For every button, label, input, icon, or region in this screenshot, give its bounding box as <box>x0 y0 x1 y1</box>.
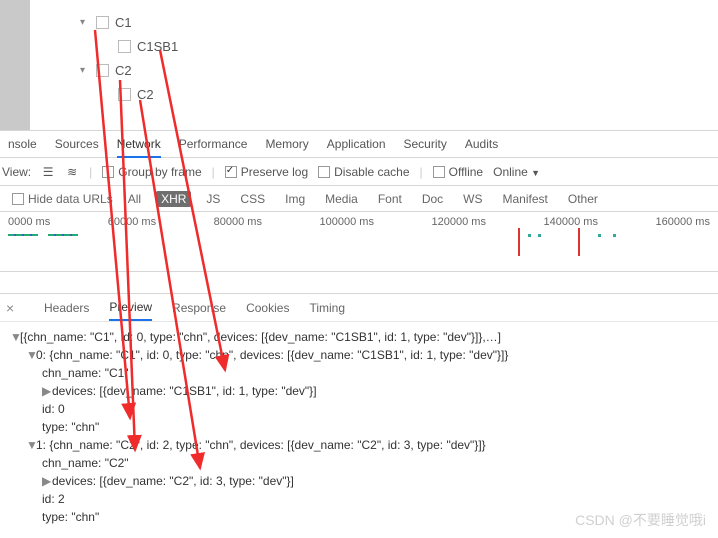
tab-memory[interactable]: Memory <box>265 131 308 157</box>
json-line: id: 0 <box>10 400 708 418</box>
filter-xhr[interactable]: XHR <box>156 191 191 207</box>
filter-css[interactable]: CSS <box>235 191 270 207</box>
json-line: chn_name: "C2" <box>10 454 708 472</box>
tick-label: 80000 ms <box>214 216 262 228</box>
json-line: type: "chn" <box>10 508 708 526</box>
json-line[interactable]: ▼0: {chn_name: "C1", id: 0, type: "chn",… <box>10 346 708 364</box>
timeline-marker <box>518 228 520 256</box>
tick-label: 120000 ms <box>432 216 486 228</box>
network-toolbar: View: ☰ ≋ | Group by frame | Preserve lo… <box>0 158 718 186</box>
checkbox[interactable] <box>118 88 131 101</box>
filter-ws[interactable]: WS <box>458 191 487 207</box>
tick-label: 60000 ms <box>108 216 156 228</box>
filter-bar: Hide data URLs All XHR JS CSS Img Media … <box>0 186 718 212</box>
tab-performance[interactable]: Performance <box>179 131 248 157</box>
timeline-dot <box>538 234 541 237</box>
preserve-log-toggle[interactable]: Preserve log <box>225 165 308 179</box>
timeline-ticks: 0000 ms 60000 ms 80000 ms 100000 ms 1200… <box>0 212 718 228</box>
tab-console[interactable]: nsole <box>8 131 37 157</box>
offline-label: Offline <box>449 165 483 179</box>
timeline[interactable]: 0000 ms 60000 ms 80000 ms 100000 ms 1200… <box>0 212 718 272</box>
tab-network[interactable]: Network <box>117 132 161 158</box>
timeline-area <box>8 228 710 266</box>
timeline-marker <box>578 228 580 256</box>
timeline-dot <box>613 234 616 237</box>
chevron-down-icon[interactable]: ▾ <box>80 65 90 76</box>
timeline-bar <box>48 234 78 236</box>
json-line[interactable]: ▶devices: [{dev_name: "C2", id: 3, type:… <box>10 472 708 490</box>
throttling-select[interactable]: Online ▼ <box>493 165 540 179</box>
tree-label: C1SB1 <box>137 39 178 54</box>
tab-response[interactable]: Response <box>172 301 226 315</box>
tree: ▾ C1 C1SB1 ▾ C2 C2 <box>30 0 178 130</box>
tab-preview[interactable]: Preview <box>109 300 152 321</box>
checkbox[interactable] <box>96 64 109 77</box>
chevron-down-icon: ▼ <box>531 168 540 178</box>
separator: | <box>89 165 92 179</box>
separator: | <box>420 165 423 179</box>
tab-audits[interactable]: Audits <box>465 131 498 157</box>
tick-label: 160000 ms <box>656 216 710 228</box>
json-line[interactable]: ▼[{chn_name: "C1", id: 0, type: "chn", d… <box>10 328 708 346</box>
tab-cookies[interactable]: Cookies <box>246 301 289 315</box>
filter-other[interactable]: Other <box>563 191 603 207</box>
checkbox[interactable] <box>96 16 109 29</box>
json-line: chn_name: "C1" <box>10 364 708 382</box>
json-line: type: "chn" <box>10 418 708 436</box>
tab-sources[interactable]: Sources <box>55 131 99 157</box>
tree-item-c1[interactable]: ▾ C1 <box>80 10 178 34</box>
offline-toggle[interactable]: Offline <box>433 165 483 179</box>
filter-font[interactable]: Font <box>373 191 407 207</box>
detail-tabbar: × Headers Preview Response Cookies Timin… <box>0 294 718 322</box>
online-label: Online <box>493 165 528 179</box>
filter-media[interactable]: Media <box>320 191 363 207</box>
hide-data-urls-label: Hide data URLs <box>28 192 113 206</box>
tab-security[interactable]: Security <box>404 131 447 157</box>
disable-cache-label: Disable cache <box>334 165 409 179</box>
group-by-frame-toggle[interactable]: Group by frame <box>102 165 201 179</box>
devtools-tabbar: nsole Sources Network Performance Memory… <box>0 130 718 158</box>
tab-application[interactable]: Application <box>327 131 386 157</box>
checkbox[interactable] <box>118 40 131 53</box>
json-line: id: 2 <box>10 490 708 508</box>
tab-headers[interactable]: Headers <box>44 301 89 315</box>
tree-label: C2 <box>137 87 154 102</box>
tree-label: C1 <box>115 15 132 30</box>
filter-manifest[interactable]: Manifest <box>498 191 553 207</box>
json-line[interactable]: ▶devices: [{dev_name: "C1SB1", id: 1, ty… <box>10 382 708 400</box>
group-by-frame-label: Group by frame <box>118 165 201 179</box>
view-label: View: <box>2 165 31 179</box>
preview-pane: ▼[{chn_name: "C1", id: 0, type: "chn", d… <box>0 322 718 532</box>
separator: | <box>212 165 215 179</box>
tab-timing[interactable]: Timing <box>309 301 345 315</box>
preserve-log-label: Preserve log <box>241 165 308 179</box>
timeline-dot <box>528 234 531 237</box>
tick-label: 140000 ms <box>544 216 598 228</box>
tree-item-c1sb1[interactable]: C1SB1 <box>102 34 178 58</box>
filter-js[interactable]: JS <box>201 191 225 207</box>
large-rows-icon[interactable]: ☰ <box>41 165 55 179</box>
hide-data-urls-toggle[interactable]: Hide data URLs <box>12 192 113 206</box>
disable-cache-toggle[interactable]: Disable cache <box>318 165 409 179</box>
tree-item-c2-child[interactable]: C2 <box>102 82 178 106</box>
tree-pane: ▾ C1 C1SB1 ▾ C2 C2 <box>0 0 718 130</box>
json-line[interactable]: ▼1: {chn_name: "C2", id: 2, type: "chn",… <box>10 436 708 454</box>
chevron-down-icon[interactable]: ▾ <box>80 17 90 28</box>
filter-img[interactable]: Img <box>280 191 310 207</box>
filter-doc[interactable]: Doc <box>417 191 448 207</box>
timeline-bar <box>8 234 38 236</box>
filter-all[interactable]: All <box>123 191 146 207</box>
waterfall-icon[interactable]: ≋ <box>65 165 79 179</box>
tree-label: C2 <box>115 63 132 78</box>
tree-item-c2[interactable]: ▾ C2 <box>80 58 178 82</box>
spacer <box>0 272 718 294</box>
timeline-dot <box>598 234 601 237</box>
tick-label: 0000 ms <box>8 216 50 228</box>
tick-label: 100000 ms <box>320 216 374 228</box>
gutter <box>0 0 30 130</box>
close-icon[interactable]: × <box>6 300 24 316</box>
